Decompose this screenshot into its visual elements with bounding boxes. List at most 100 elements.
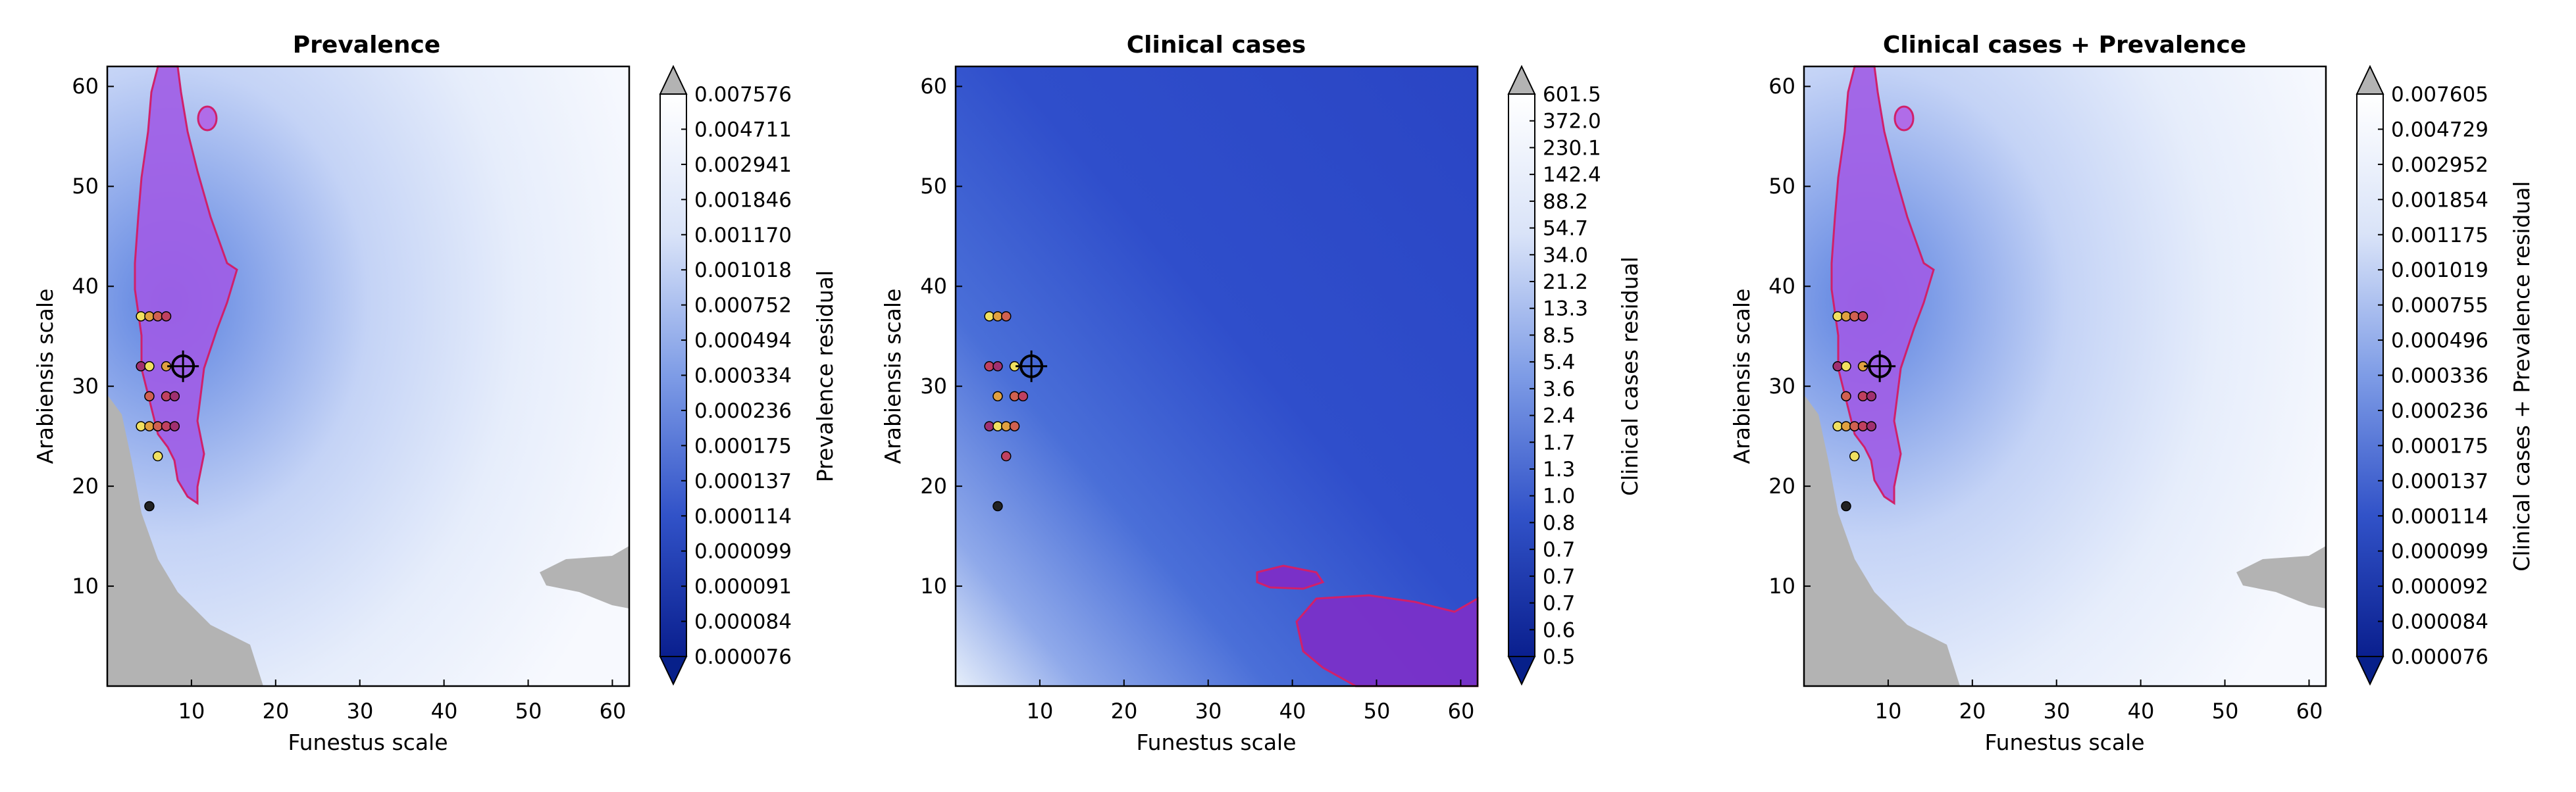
plot-frame-combined [1803,65,2327,687]
xtick-label: 50 [1364,699,1391,724]
x-axis-label: Funestus scale [288,730,448,755]
sample-point [136,361,146,372]
sample-point [1009,391,1020,402]
colorbar-tick-label: 0.7 [1543,592,1575,616]
colorbar-tick-label: 0.7 [1543,565,1575,589]
highlight-region-clinical-mid [1256,564,1325,590]
sample-point [161,421,172,432]
ytick-label: 20 [1768,474,1795,499]
colorbar-tick-label: 0.000099 [2391,540,2488,564]
sample-point [144,361,155,372]
colorbar-tick-label: 0.004711 [694,118,792,141]
colorbar-tick-label: 3.6 [1543,378,1575,401]
ytick-label: 10 [72,574,99,599]
sample-point [1857,421,1868,432]
colorbar-tick-label: 1.3 [1543,458,1575,482]
colorbar-tick-label: 1.0 [1543,485,1575,508]
plot-area-prevalence [106,65,631,687]
sample-point [1849,421,1860,432]
ytick-label: 20 [72,474,99,499]
sample-point [1009,421,1020,432]
ytick-label: 40 [920,274,947,299]
colorbar-label: Clinical cases + Prevalence residual [2509,181,2535,571]
marks-combined [1804,86,2310,686]
xtick-label: 20 [1959,699,1986,724]
sample-point [144,391,155,402]
colorbar-tick-label: 0.002941 [694,153,792,177]
sample-point [1841,501,1851,512]
colorbar-tick-label: 0.000084 [694,610,792,634]
colorbar-tick-label: 0.5 [1543,645,1575,669]
ytick-label: 50 [1768,174,1795,199]
xtick-label: 30 [347,699,374,724]
sample-point [1841,391,1851,402]
xtick-label: 20 [1111,699,1138,724]
sample-point [169,421,180,432]
xtick-label: 20 [263,699,290,724]
colorbar-tick-label: 0.001018 [694,259,792,282]
xtick-label: 40 [1279,699,1306,724]
colorbar-bar [1508,93,1535,657]
sample-point [144,501,155,512]
sample-point [992,311,1003,322]
xtick-label: 60 [600,699,627,724]
plot-area-clinical [954,65,1479,687]
xtick-label: 50 [515,699,542,724]
sample-point [992,391,1003,402]
panel-title-combined: Clinical cases + Prevalence [1883,32,2246,59]
ytick-label: 10 [1768,574,1795,599]
colorbar-tick-label: 1.7 [1543,431,1575,455]
sample-point [1000,311,1012,322]
colorbar-tick-label: 230.1 [1543,136,1601,160]
sample-point [984,311,994,322]
colorbar-tick-label: 0.001846 [694,188,792,212]
sample-point [1832,421,1843,432]
colorbar-tick-label: 0.000336 [2391,364,2488,388]
colorbar-tick-label: 0.000236 [2391,399,2488,423]
xaxis-clinical: 10 20 30 40 50 60 Funestus scale [1027,699,1475,755]
sample-point [1849,311,1860,322]
xaxis-combined: 10 20 30 40 50 60 Funestus scale [1875,699,2323,755]
colorbar-tick-label: 372.0 [1543,110,1601,134]
colorbar-bottom-arrow [2356,656,2384,686]
colorbar-tick-label: 0.6 [1543,618,1575,642]
ytick-label: 60 [72,74,99,99]
colorbar-tick-label: 601.5 [1543,83,1601,107]
sample-point [1857,311,1868,322]
xtick-label: 40 [431,699,458,724]
gray-mask-right-combined [2236,546,2326,608]
sample-point [1849,451,1860,462]
x-axis-label: Funestus scale [1984,730,2144,755]
colorbar-tick-label: 0.001019 [2391,259,2488,282]
colorbar-tick-label: 8.5 [1543,324,1575,347]
sample-point [152,451,163,462]
ytick-label: 30 [1768,374,1795,399]
yaxis-prevalence: 10 20 30 40 50 60 Arabiensis scale [32,74,99,599]
colorbar-tick-label: 0.001170 [694,224,792,247]
y-axis-label: Arabiensis scale [1729,289,1755,464]
colorbar-tick-label: 0.000076 [2391,645,2488,669]
sample-point [984,361,994,372]
colorbar-tick-label: 0.8 [1543,511,1575,535]
xtick-label: 60 [2296,699,2323,724]
colorbar-tick-label: 0.000334 [694,364,792,388]
sample-point [992,361,1003,372]
colorbar-ticks-prevalence: 0.007576 0.004711 0.002941 0.001846 0.001170… [681,83,792,669]
xtick-label: 50 [2212,699,2239,724]
colorbar-top-arrow [2356,64,2384,95]
colorbar-tick-label: 0.000137 [694,470,792,493]
colorbar-tick-label: 0.000496 [2391,329,2488,353]
xtick-label: 10 [1875,699,1902,724]
sample-point [1866,391,1877,402]
colorbar-tick-label: 0.002952 [2391,153,2488,177]
ytick-label: 30 [72,374,99,399]
yaxis-combined: 10 20 30 40 50 60 Arabiensis scale [1729,74,1795,599]
sample-point [161,311,172,322]
sample-point [136,311,146,322]
xtick-label: 10 [1027,699,1054,724]
sample-point [144,311,155,322]
colorbar-tick-label: 0.001854 [2391,188,2488,212]
sample-point [1832,361,1843,372]
sample-point [1018,391,1029,402]
